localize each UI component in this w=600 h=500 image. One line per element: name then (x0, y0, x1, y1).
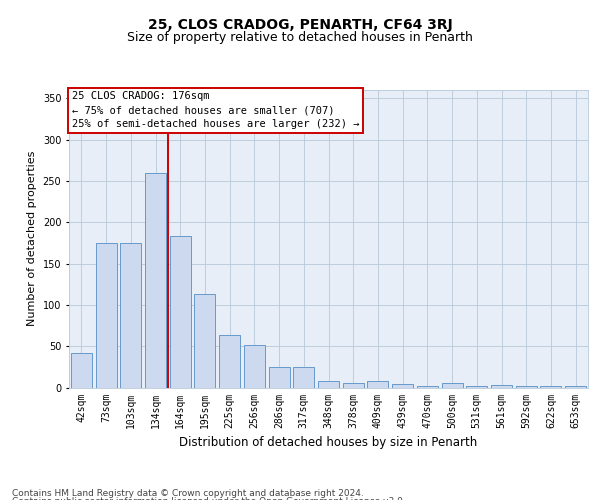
Bar (269, 367, 290, 388)
Bar (145, 172, 166, 388)
Text: 25 CLOS CRADOG: 176sqm
← 75% of detached houses are smaller (707)
25% of semi-de: 25 CLOS CRADOG: 176sqm ← 75% of detached… (71, 92, 359, 130)
Text: Contains HM Land Registry data © Crown copyright and database right 2024.: Contains HM Land Registry data © Crown c… (12, 488, 364, 498)
Bar (516, 386, 537, 388)
Text: 25, CLOS CRADOG, PENARTH, CF64 3RJ: 25, CLOS CRADOG, PENARTH, CF64 3RJ (148, 18, 452, 32)
X-axis label: Distribution of detached houses by size in Penarth: Distribution of detached houses by size … (179, 436, 478, 449)
Bar (120, 243, 141, 388)
Bar (367, 381, 388, 388)
Bar (541, 386, 562, 388)
Bar (417, 386, 438, 388)
Bar (491, 385, 512, 388)
Text: Size of property relative to detached houses in Penarth: Size of property relative to detached ho… (127, 31, 473, 44)
Bar (219, 334, 240, 388)
Bar (318, 381, 339, 388)
Bar (343, 382, 364, 388)
Bar (194, 294, 215, 388)
Bar (466, 386, 487, 388)
Y-axis label: Number of detached properties: Number of detached properties (27, 151, 37, 326)
Bar (244, 346, 265, 388)
Text: Contains public sector information licensed under the Open Government Licence v3: Contains public sector information licen… (12, 497, 406, 500)
Bar (71, 353, 92, 388)
Bar (293, 367, 314, 388)
Bar (95, 243, 116, 388)
Bar (392, 384, 413, 388)
Bar (442, 384, 463, 388)
Bar (565, 386, 586, 388)
Bar (170, 236, 191, 388)
